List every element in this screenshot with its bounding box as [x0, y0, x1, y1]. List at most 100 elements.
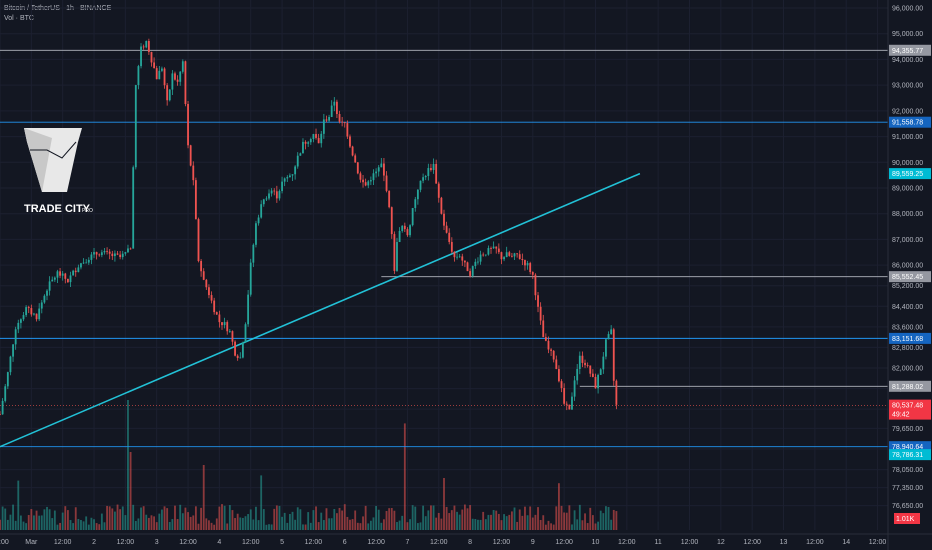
candle-body [307, 142, 310, 144]
y-tick-label: 86,000.00 [892, 263, 923, 270]
candle-body [615, 380, 618, 405]
x-tick-label: 12:00 [555, 539, 573, 546]
candle-body [0, 414, 1, 416]
volume-bar [336, 513, 338, 530]
candle-body [234, 341, 236, 356]
y-tick-label: 79,650.00 [892, 426, 923, 433]
trendline-line[interactable] [0, 172, 641, 448]
candle-body [134, 85, 137, 168]
volume-bar [14, 520, 17, 530]
volume-bar [255, 506, 257, 530]
candle-body [589, 365, 592, 374]
volume-bar [228, 505, 231, 530]
candle-body [38, 308, 41, 320]
y-tick-label: 89,000.00 [892, 186, 923, 193]
candle-body [127, 248, 129, 253]
level-price-bg [889, 332, 931, 344]
volume-bar [320, 512, 323, 530]
volume-bar [594, 523, 597, 530]
candle-body [174, 73, 176, 80]
time-axis[interactable]: 12:00 Mar 12:00 2 12:00 3 12:00 4 12:00 5 12:00 6 12… [0, 533, 932, 546]
candle-body [607, 334, 610, 340]
candle-body [409, 225, 411, 236]
candle-body [255, 223, 257, 245]
candle-body [158, 70, 161, 80]
candle-body [597, 374, 600, 389]
volume-bar [192, 515, 195, 530]
x-tick-label: 6 [343, 539, 347, 546]
x-tick-label: 3 [155, 539, 159, 546]
candle-body [241, 342, 244, 358]
candle-body [531, 272, 534, 275]
volume-bar [510, 511, 513, 530]
volume-bar [80, 520, 82, 530]
volume-bar [445, 506, 448, 530]
candle-body [403, 225, 406, 230]
candle-body [114, 253, 116, 257]
volume-bar [432, 505, 435, 530]
candle-body [576, 368, 579, 381]
candle-body [602, 356, 605, 370]
volume-bar [302, 524, 304, 530]
volume-bar [484, 519, 487, 530]
candle-body [72, 270, 75, 276]
volume-bar [59, 522, 61, 530]
candle-body [273, 190, 276, 192]
volume-bar [607, 507, 610, 530]
candle-body [74, 270, 77, 273]
y-tick-label: 94,000.00 [892, 57, 923, 64]
x-tick-label: 12:00 [430, 539, 448, 546]
y-tick-label: 88,000.00 [892, 211, 923, 218]
volume-bar [500, 520, 503, 530]
volume-bar [351, 519, 354, 530]
candle-body [304, 141, 307, 144]
volume-bar [558, 483, 560, 530]
grid [0, 0, 888, 530]
volume-bar [46, 506, 48, 530]
candle-body [119, 254, 122, 258]
volume-bar [174, 505, 176, 530]
volume-bar [234, 518, 236, 530]
candle-body [542, 320, 545, 338]
volume-bar [529, 506, 532, 530]
candle-body [552, 350, 555, 360]
trendline[interactable] [0, 172, 641, 448]
volume-bar [427, 510, 430, 530]
candle-body [187, 103, 189, 146]
candle-body [33, 313, 35, 315]
candle-body [278, 191, 281, 199]
candle-body [270, 190, 273, 194]
volume-bar [599, 510, 602, 530]
level-price-label: 78,940.64 [892, 444, 923, 451]
volume-bar [137, 518, 140, 530]
volume-bar [9, 514, 12, 530]
candle-body [513, 253, 516, 257]
volume-bar [127, 400, 129, 530]
volume-bar [56, 524, 59, 530]
candle-body [145, 40, 148, 48]
candle-body [594, 376, 597, 389]
candle-body [372, 173, 375, 181]
volume-label-bg [894, 513, 920, 524]
volume-value-label: 1.01K [896, 516, 915, 523]
volume-bar [333, 508, 336, 530]
volume-bar [77, 518, 80, 530]
volume-bar [456, 511, 458, 530]
price-axis[interactable]: 96,000.00 95,000.00 94,000.00 93,000.00 92,0… [887, 0, 931, 550]
volume-bar [362, 516, 364, 530]
volume-bar [490, 514, 492, 530]
volume-bar [184, 507, 187, 530]
volume-bar [317, 522, 320, 530]
candle-body [458, 256, 461, 258]
x-tick-label: 10 [592, 539, 600, 546]
level-price-label: 91,558.78 [892, 120, 923, 127]
candle-body [539, 306, 542, 321]
volume-bar [43, 509, 46, 530]
volume-bar [187, 512, 189, 530]
volume-bar [223, 505, 226, 530]
volume-bar [103, 522, 106, 530]
candle-body [25, 307, 28, 316]
candle-body [584, 362, 586, 366]
candle-body [375, 171, 378, 174]
